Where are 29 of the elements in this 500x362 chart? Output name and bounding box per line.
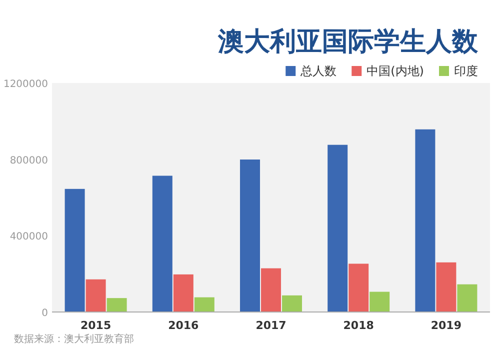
x-tick-label: 2015	[80, 319, 112, 332]
bar	[194, 297, 214, 312]
y-tick-label: 0	[42, 308, 48, 319]
bar	[328, 144, 348, 312]
x-tick-label: 2016	[168, 319, 200, 332]
bar	[436, 262, 456, 312]
y-tick-label: 800000	[10, 155, 48, 166]
legend-label: 中国(内地)	[366, 64, 424, 78]
bar	[240, 160, 260, 312]
legend-label: 总人数	[300, 64, 337, 78]
bar	[282, 295, 302, 312]
y-tick-label: 400000	[10, 232, 48, 243]
bar	[173, 274, 194, 312]
x-tick-label: 2019	[430, 319, 462, 332]
bar	[261, 268, 281, 312]
x-tick-label: 2017	[256, 319, 286, 332]
bar	[370, 292, 390, 312]
bar	[457, 284, 478, 312]
chart-title: 澳大利亚国际学生人数	[217, 27, 479, 57]
bar	[415, 129, 436, 312]
source-note: 数据来源：澳大利亚教育部	[14, 333, 134, 345]
bar	[152, 176, 172, 312]
bar	[348, 264, 369, 312]
bar	[86, 279, 106, 312]
bar	[64, 188, 85, 312]
x-tick-label: 2018	[343, 319, 374, 332]
y-tick-label: 1200000	[3, 79, 48, 90]
bar	[106, 298, 127, 312]
legend-label: 印度	[454, 64, 478, 78]
